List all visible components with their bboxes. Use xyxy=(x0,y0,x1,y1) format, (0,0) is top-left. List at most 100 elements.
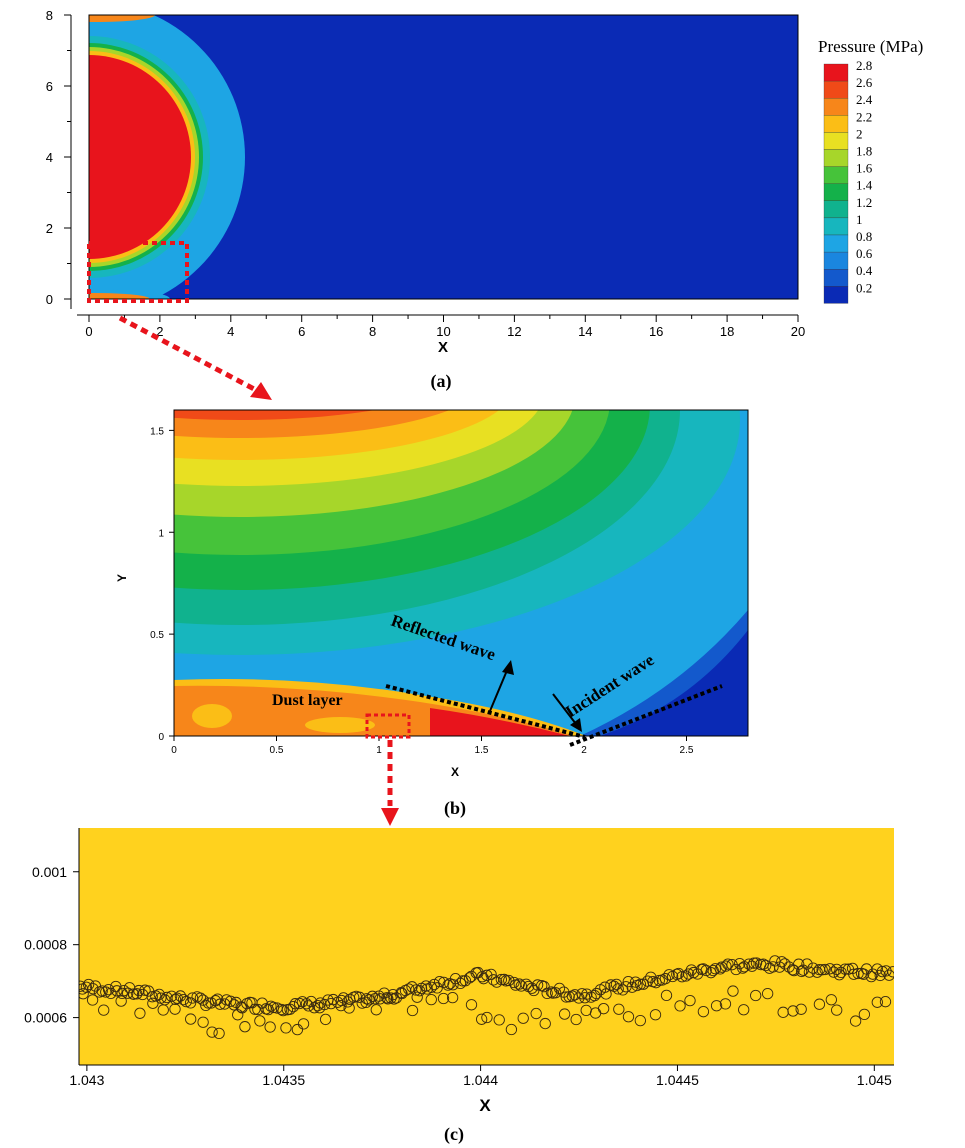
particle-point xyxy=(779,958,791,970)
top-reflection xyxy=(89,15,155,22)
panel-a-y-tick-label: 2 xyxy=(46,221,53,236)
particle-point xyxy=(185,1013,197,1025)
panel-c-axes: 1.043 1.0435 1.044 1.0445 1.045 0.0006 0.0008 0… xyxy=(24,864,892,1088)
colorbar-swatch xyxy=(823,98,849,116)
particle-point xyxy=(213,1027,225,1040)
panel-a-x-tick-label: 16 xyxy=(649,324,663,339)
particle-point xyxy=(287,1000,300,1013)
b-core xyxy=(50,334,410,406)
dust-layer-hot xyxy=(430,708,570,736)
particle-point xyxy=(588,989,601,1002)
particle-point xyxy=(169,1003,181,1015)
particle-point xyxy=(360,996,372,1008)
panel-c-caption: (c) xyxy=(444,1124,464,1145)
particle-point xyxy=(570,1013,582,1026)
panel-c-background xyxy=(79,828,894,1065)
particle-point xyxy=(650,977,662,989)
particle-point xyxy=(750,989,762,1002)
particle-point xyxy=(674,1000,686,1012)
particle-point xyxy=(545,986,558,998)
panel-b-x-tick-label: 0.5 xyxy=(270,745,284,756)
particle-point xyxy=(411,991,423,1003)
particle-point xyxy=(795,965,808,978)
colorbar-level-label: 1 xyxy=(856,212,863,227)
particle-point xyxy=(403,983,415,995)
particle-point xyxy=(388,993,400,1005)
dust-patch-2 xyxy=(305,717,375,733)
particle-point xyxy=(80,981,93,993)
panel-a-x-tick-label: 18 xyxy=(720,324,734,339)
colorbar-level-label: 0.2 xyxy=(856,280,872,295)
zoom-arrow-head xyxy=(250,382,272,400)
particle-point xyxy=(828,966,840,978)
panel-a-x-tick-label: 4 xyxy=(227,324,234,339)
panel-a-y-tick-label: 8 xyxy=(46,8,53,23)
colorbar-swatch xyxy=(823,149,849,167)
particle-point xyxy=(481,1011,493,1024)
particle-point xyxy=(597,1003,610,1015)
particle-point xyxy=(277,1004,289,1017)
colorbar-level-label: 2 xyxy=(856,126,863,141)
particle-point xyxy=(174,990,187,1002)
colorbar-level-label: 2.2 xyxy=(856,109,872,124)
particle-point xyxy=(165,990,178,1002)
particle-point xyxy=(730,963,742,976)
dust-layer-label: Dust layer xyxy=(272,692,343,709)
b-incident-front xyxy=(600,630,748,736)
particle-point xyxy=(184,997,197,1009)
particle-point xyxy=(264,1021,276,1033)
particle-point xyxy=(447,979,459,991)
panel-a-x-tick-label: 6 xyxy=(298,324,305,339)
panel-a-axes: 0 2 4 6 8 10 12 14 16 18 20 0 2 4 6 8 xyxy=(46,8,805,339)
particle-point xyxy=(232,1009,244,1021)
particle-point xyxy=(465,999,478,1011)
particle-point xyxy=(833,969,845,981)
particle-point xyxy=(425,993,437,1006)
particle-point xyxy=(342,996,354,1008)
particle-point xyxy=(214,998,226,1010)
panel-c-y-tick-label: 0.001 xyxy=(32,864,67,880)
particle-point xyxy=(335,994,348,1007)
particle-point xyxy=(147,997,159,1009)
particle-point xyxy=(86,994,99,1006)
particle-point xyxy=(87,983,99,995)
particle-point xyxy=(131,988,143,1000)
particle-point xyxy=(363,994,375,1006)
panel-b-x-tick-label: 2.5 xyxy=(680,745,694,756)
particle-point xyxy=(356,997,368,1009)
particle-point xyxy=(374,993,386,1005)
particle-point xyxy=(683,968,695,980)
particle-point xyxy=(835,966,847,979)
particle-point xyxy=(738,1004,750,1016)
particle-point xyxy=(98,1004,110,1016)
particle-point xyxy=(319,1013,332,1026)
particle-point xyxy=(709,963,721,975)
particle-point xyxy=(737,962,749,974)
particle-point xyxy=(122,987,134,999)
panel-c-y-tick-label: 0.0008 xyxy=(24,937,67,953)
colorbar-swatch xyxy=(823,132,849,150)
particle-point xyxy=(291,1023,304,1036)
colorbar-level-label: 1.4 xyxy=(856,178,873,193)
particle-point xyxy=(134,1007,146,1019)
panel-a-x-tick-label: 20 xyxy=(791,324,805,339)
panel-c-x-axis-label: X xyxy=(479,1096,491,1115)
particle-point xyxy=(720,960,732,972)
panel-b-y-axis-label: Y xyxy=(115,574,129,582)
particle-point xyxy=(157,1004,169,1016)
particle-point xyxy=(256,997,268,1009)
colorbar-swatch xyxy=(823,217,849,236)
particle-point xyxy=(361,993,373,1005)
particle-point xyxy=(748,957,760,969)
particle-point xyxy=(197,994,209,1006)
panel-b-frame xyxy=(173,409,749,737)
particle-point xyxy=(871,963,883,975)
particle-point xyxy=(773,961,786,973)
particle-point xyxy=(549,987,562,999)
particle-point xyxy=(697,1006,710,1018)
particle-point xyxy=(839,963,851,975)
colorbar-title: Pressure (MPa) xyxy=(818,37,923,56)
zoom-arrow-line xyxy=(118,315,258,393)
particle-point xyxy=(719,998,732,1010)
colorbar-level-label: 0.6 xyxy=(856,246,873,261)
